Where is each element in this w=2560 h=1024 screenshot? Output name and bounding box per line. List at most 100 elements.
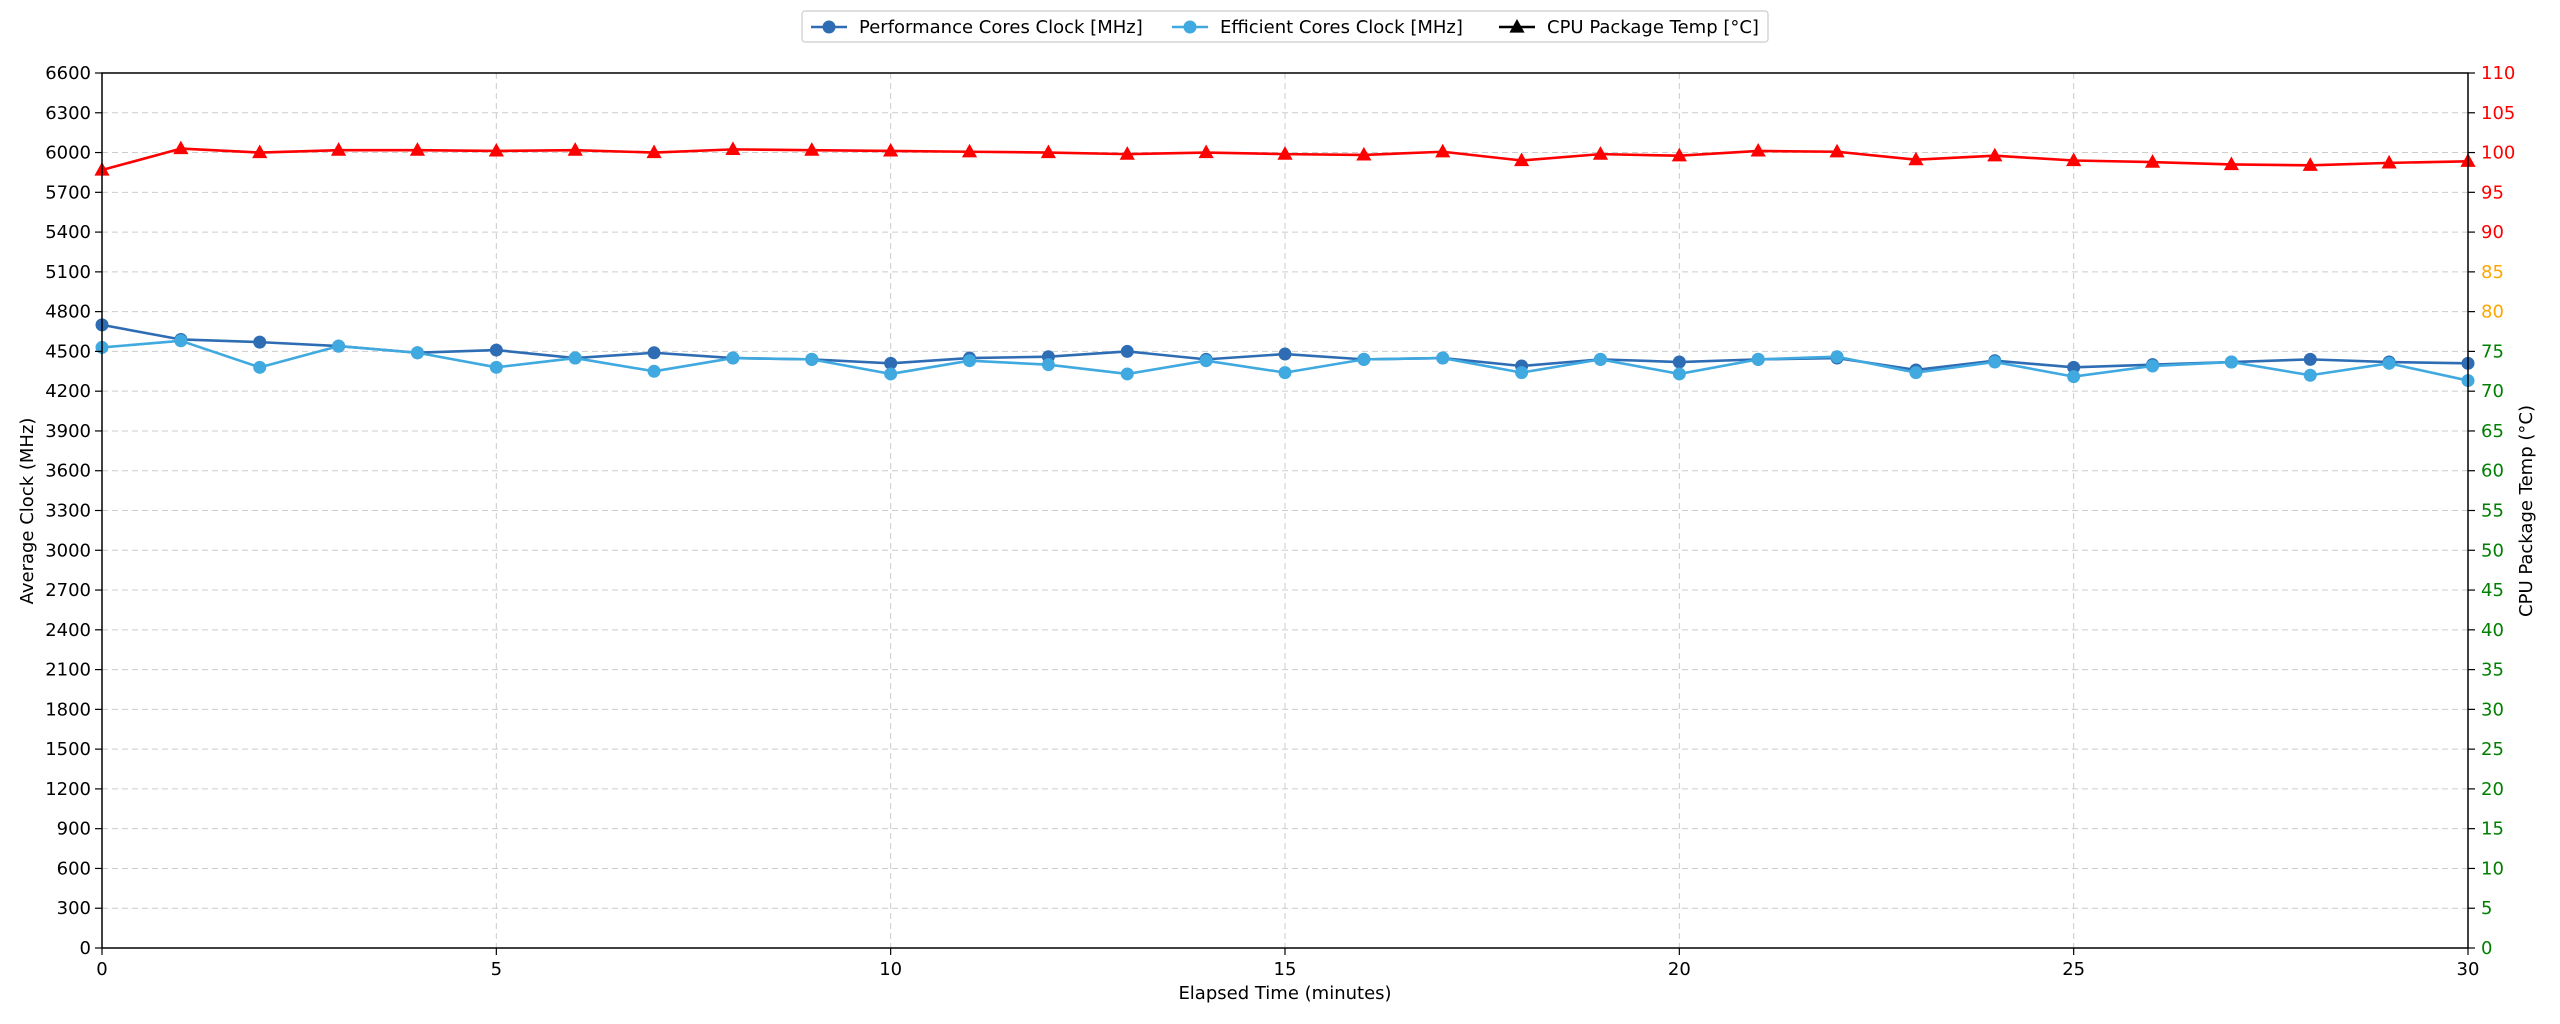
series-2 [95, 334, 2475, 388]
data-point [1120, 367, 1134, 381]
y-tick-label: 1200 [45, 779, 91, 800]
legend-label: Efficient Cores Clock [MHz] [1220, 17, 1463, 38]
data-point [1278, 347, 1292, 361]
legend-entry-1: Performance Cores Clock [MHz] [811, 17, 1143, 38]
data-point [883, 142, 899, 157]
y-axis-right: 0 5 10 15 20 25 30 35 40 45 50 55 60 65 70 75 80 85 90 95 10… [2468, 63, 2515, 959]
data-point [2066, 152, 2082, 167]
x-tick-label: 10 [879, 959, 902, 980]
data-point [2302, 157, 2318, 171]
data-point [1278, 366, 1292, 380]
data-point [884, 356, 898, 370]
y-axis-left: 0 300 600 900 1200 1500 1800 2100 2400 2700 3000 33… [45, 63, 102, 959]
data-point [1987, 147, 2003, 162]
legend-entry-2: Efficient Cores Clock [MHz] [1172, 17, 1463, 38]
y2-tick-label: 85 [2481, 262, 2504, 283]
y2-tick-label: 95 [2481, 182, 2504, 203]
data-point [488, 142, 504, 157]
x-tick-label: 15 [1274, 959, 1297, 980]
data-point [568, 351, 582, 365]
data-point [647, 364, 661, 378]
data-point [1119, 146, 1135, 160]
y-tick-label: 600 [57, 858, 91, 879]
x-tick-label: 30 [2457, 959, 2480, 980]
data-point [1514, 152, 1530, 167]
data-point [252, 144, 268, 159]
data-point [2303, 368, 2317, 382]
data-point [1357, 352, 1371, 366]
x-tick-label: 25 [2062, 959, 2085, 980]
data-point [489, 343, 503, 357]
y2-tick-label: 25 [2481, 739, 2504, 760]
data-point [253, 360, 267, 374]
y-tick-label: 2100 [45, 660, 91, 681]
legend: Performance Cores Clock [MHz] Efficient C… [801, 10, 1769, 43]
data-point [1199, 354, 1213, 368]
y2-tick-label: 80 [2481, 302, 2504, 323]
data-point [2381, 154, 2397, 169]
data-point [409, 142, 426, 156]
data-point [1988, 355, 2002, 369]
data-point [173, 140, 189, 155]
data-point [1830, 350, 1844, 364]
y-tick-label: 1500 [45, 739, 91, 760]
y2-tick-label: 50 [2481, 540, 2504, 561]
data-point [332, 339, 346, 353]
y2-tick-label: 40 [2481, 620, 2504, 641]
legend-label: CPU Package Temp [°C] [1547, 17, 1759, 38]
legend-box [801, 10, 1769, 43]
data-point [1908, 151, 1924, 166]
legend-entry-3: CPU Package Temp [°C] [1499, 17, 1759, 38]
y-tick-label: 5400 [45, 222, 91, 243]
data-point [1593, 352, 1607, 366]
data-point [253, 335, 267, 349]
y2-tick-label: 15 [2481, 819, 2504, 840]
y2-tick-label: 110 [2481, 63, 2515, 84]
y2-axis-title: CPU Package Temp (°C) [2516, 405, 2537, 617]
y-tick-label: 0 [80, 938, 91, 959]
y-tick-label: 3600 [45, 461, 91, 482]
y2-tick-label: 100 [2481, 143, 2515, 164]
data-point [410, 346, 424, 360]
data-point [1356, 146, 1372, 161]
data-point [1277, 146, 1293, 160]
y2-tick-label: 90 [2481, 222, 2504, 243]
data-point [1436, 351, 1450, 365]
data-point [884, 367, 898, 381]
y2-tick-label: 65 [2481, 421, 2504, 442]
data-point [1592, 146, 1609, 160]
data-point [1435, 143, 1451, 158]
data-point [1041, 358, 1055, 372]
data-point [2303, 352, 2317, 366]
data-point [726, 351, 740, 365]
y-tick-label: 1800 [45, 699, 91, 720]
y-tick-label: 6300 [45, 103, 91, 124]
y2-tick-label: 30 [2481, 699, 2504, 720]
data-point [1515, 366, 1529, 380]
legend-swatch-marker [1509, 19, 1525, 33]
data-point [2223, 156, 2239, 171]
x-tick-label: 0 [96, 959, 107, 980]
data-point [2382, 356, 2396, 370]
y2-tick-label: 105 [2481, 103, 2515, 124]
y-tick-label: 6000 [45, 143, 91, 164]
y2-tick-label: 10 [2481, 858, 2504, 879]
data-point [725, 141, 741, 155]
y2-tick-label: 0 [2481, 938, 2492, 959]
data-point [1198, 144, 1214, 159]
data-point [489, 360, 503, 374]
y-tick-label: 5700 [45, 182, 91, 203]
data-point [1751, 352, 1765, 366]
y2-tick-label: 20 [2481, 779, 2504, 800]
y-axis-title: Average Clock (MHz) [17, 418, 38, 605]
data-point [804, 142, 820, 156]
data-point [1672, 355, 1686, 369]
y2-tick-label: 5 [2481, 898, 2492, 919]
x-axis: 0 5 10 15 20 25 30 [96, 948, 2479, 980]
data-point [2224, 355, 2238, 369]
data-point [2067, 360, 2081, 374]
data-point [963, 354, 977, 368]
y-tick-label: 6600 [45, 63, 91, 84]
